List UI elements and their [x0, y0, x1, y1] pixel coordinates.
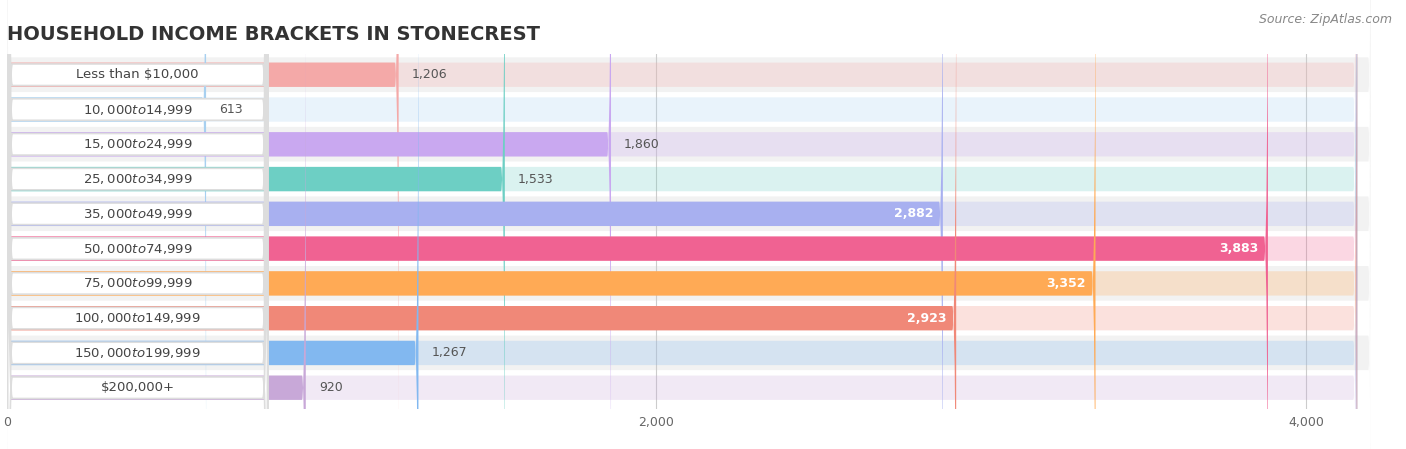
FancyBboxPatch shape [7, 0, 1357, 449]
FancyBboxPatch shape [7, 0, 1371, 405]
FancyBboxPatch shape [7, 22, 1371, 449]
FancyBboxPatch shape [7, 0, 1357, 449]
Text: 3,883: 3,883 [1219, 242, 1258, 255]
FancyBboxPatch shape [7, 0, 1357, 449]
FancyBboxPatch shape [7, 0, 1371, 335]
Text: $10,000 to $14,999: $10,000 to $14,999 [83, 102, 193, 117]
Text: $75,000 to $99,999: $75,000 to $99,999 [83, 277, 193, 291]
FancyBboxPatch shape [7, 0, 612, 449]
Text: HOUSEHOLD INCOME BRACKETS IN STONECREST: HOUSEHOLD INCOME BRACKETS IN STONECREST [7, 25, 540, 44]
Text: Source: ZipAtlas.com: Source: ZipAtlas.com [1258, 13, 1392, 26]
FancyBboxPatch shape [7, 0, 1357, 449]
Text: $150,000 to $199,999: $150,000 to $199,999 [75, 346, 201, 360]
FancyBboxPatch shape [7, 0, 1371, 449]
FancyBboxPatch shape [7, 0, 1371, 449]
FancyBboxPatch shape [7, 0, 305, 449]
FancyBboxPatch shape [7, 0, 267, 449]
Text: $35,000 to $49,999: $35,000 to $49,999 [83, 207, 193, 221]
FancyBboxPatch shape [7, 0, 267, 449]
FancyBboxPatch shape [7, 0, 956, 449]
FancyBboxPatch shape [7, 0, 1357, 449]
FancyBboxPatch shape [7, 0, 1371, 440]
FancyBboxPatch shape [7, 0, 267, 449]
Text: 920: 920 [319, 381, 343, 394]
Text: 2,923: 2,923 [907, 312, 946, 325]
FancyBboxPatch shape [7, 0, 267, 449]
Text: 3,352: 3,352 [1046, 277, 1085, 290]
FancyBboxPatch shape [7, 0, 267, 449]
FancyBboxPatch shape [7, 0, 1357, 449]
FancyBboxPatch shape [7, 0, 505, 449]
Text: $200,000+: $200,000+ [101, 381, 174, 394]
FancyBboxPatch shape [7, 0, 943, 449]
Text: 1,267: 1,267 [432, 347, 467, 360]
FancyBboxPatch shape [7, 0, 419, 449]
FancyBboxPatch shape [7, 0, 1357, 449]
FancyBboxPatch shape [7, 92, 1371, 449]
Text: 1,860: 1,860 [624, 138, 659, 151]
Text: $15,000 to $24,999: $15,000 to $24,999 [83, 137, 193, 151]
Text: Less than $10,000: Less than $10,000 [76, 68, 198, 81]
FancyBboxPatch shape [7, 127, 1371, 449]
FancyBboxPatch shape [7, 0, 399, 449]
FancyBboxPatch shape [7, 0, 267, 449]
FancyBboxPatch shape [7, 0, 267, 449]
Text: $25,000 to $34,999: $25,000 to $34,999 [83, 172, 193, 186]
FancyBboxPatch shape [7, 0, 267, 449]
Text: $50,000 to $74,999: $50,000 to $74,999 [83, 242, 193, 255]
FancyBboxPatch shape [7, 0, 1095, 449]
FancyBboxPatch shape [7, 57, 1371, 449]
FancyBboxPatch shape [7, 0, 207, 449]
FancyBboxPatch shape [7, 0, 1371, 370]
Text: $100,000 to $149,999: $100,000 to $149,999 [75, 311, 201, 325]
FancyBboxPatch shape [7, 0, 267, 449]
FancyBboxPatch shape [7, 0, 1357, 449]
Text: 613: 613 [219, 103, 243, 116]
FancyBboxPatch shape [7, 0, 267, 449]
Text: 1,206: 1,206 [412, 68, 447, 81]
FancyBboxPatch shape [7, 0, 1357, 449]
Text: 2,882: 2,882 [894, 207, 934, 220]
FancyBboxPatch shape [7, 0, 1268, 449]
Text: 1,533: 1,533 [517, 172, 554, 185]
FancyBboxPatch shape [7, 0, 1357, 449]
